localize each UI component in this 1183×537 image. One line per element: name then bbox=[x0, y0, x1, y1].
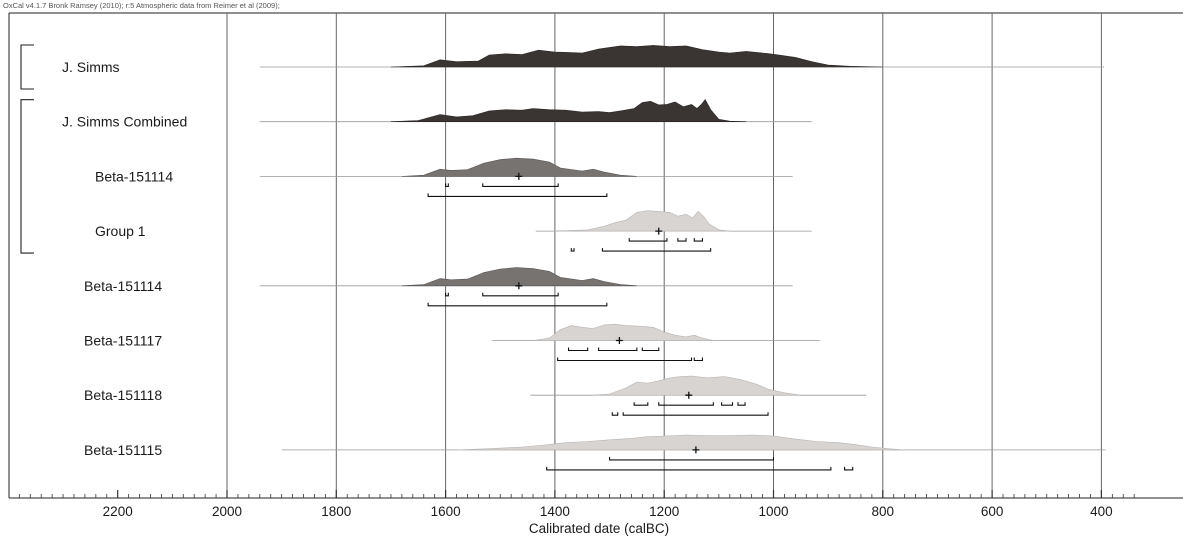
range-95 bbox=[601, 248, 712, 252]
x-axis: 2200 2000 1800 1600 1400 1200 1000 800 600 400 bbox=[9, 490, 1183, 519]
range-95 bbox=[427, 193, 608, 197]
range-95 bbox=[843, 466, 854, 471]
credit-text: OxCal v4.1.7 Bronk Ramsey (2010); r:5 At… bbox=[3, 1, 280, 10]
row-label: J. Simms bbox=[62, 59, 120, 75]
distribution-shape bbox=[401, 267, 637, 287]
range-68 bbox=[721, 402, 734, 406]
range-68 bbox=[641, 347, 660, 352]
x-axis-title: Calibrated date (calBC) bbox=[529, 521, 669, 536]
row-6: Beta-151118 bbox=[84, 375, 867, 416]
range-95 bbox=[570, 248, 575, 252]
mean-marker bbox=[615, 337, 623, 344]
row-label: Beta-151115 bbox=[84, 442, 162, 458]
range-68 bbox=[445, 183, 449, 187]
range-68 bbox=[609, 456, 775, 461]
row-label: J. Simms Combined bbox=[62, 114, 187, 130]
distribution-shape bbox=[593, 375, 801, 396]
range-68 bbox=[737, 402, 746, 406]
tick-label: 400 bbox=[1090, 504, 1113, 519]
mean-marker bbox=[515, 172, 523, 180]
tick-label: 600 bbox=[981, 504, 1004, 519]
group-bracket-0 bbox=[20, 44, 34, 90]
mean-marker bbox=[692, 446, 700, 454]
row-1: J. Simms Combined bbox=[62, 99, 812, 130]
distribution-shape bbox=[390, 45, 883, 68]
distribution-shape bbox=[532, 323, 714, 341]
row-label: Group 1 bbox=[95, 223, 146, 239]
range-68 bbox=[677, 238, 687, 242]
plot-area: J. Simms J. Simms Combined Beta-151114 Grou… bbox=[20, 44, 1106, 471]
row-2: Beta-151114 bbox=[95, 157, 793, 197]
tick-label: 1200 bbox=[649, 504, 679, 519]
range-68 bbox=[658, 402, 714, 406]
range-68 bbox=[482, 292, 559, 297]
range-68 bbox=[633, 402, 649, 406]
row-label: Beta-151114 bbox=[84, 278, 162, 294]
distribution-shape bbox=[554, 210, 730, 232]
group-bracket-1 bbox=[20, 99, 34, 254]
tick-label: 1000 bbox=[758, 504, 788, 519]
mean-marker bbox=[655, 227, 663, 235]
row-4: Beta-151114 bbox=[84, 267, 793, 307]
grid-lines bbox=[8, 12, 1183, 498]
range-95 bbox=[622, 412, 769, 416]
tick-label: 2200 bbox=[103, 504, 133, 519]
tick-label: 1400 bbox=[540, 504, 570, 519]
row-7: Beta-151115 bbox=[84, 434, 1106, 471]
row-5: Beta-151117 bbox=[84, 323, 820, 362]
tick-label: 1800 bbox=[321, 504, 351, 519]
distribution-shape bbox=[401, 157, 637, 177]
row-0: J. Simms bbox=[62, 45, 1105, 75]
range-68 bbox=[482, 183, 559, 187]
row-label: Beta-151114 bbox=[95, 168, 173, 184]
range-68 bbox=[628, 238, 668, 242]
range-68 bbox=[598, 347, 638, 352]
distribution-shape bbox=[456, 434, 905, 451]
range-68 bbox=[693, 238, 704, 242]
row-label: Beta-151118 bbox=[84, 387, 162, 403]
tick-label: 1600 bbox=[431, 504, 461, 519]
tick-label: 800 bbox=[872, 504, 895, 519]
mean-marker bbox=[515, 282, 523, 290]
range-68 bbox=[568, 347, 589, 352]
range-95 bbox=[546, 466, 832, 471]
range-95 bbox=[611, 412, 619, 416]
range-68 bbox=[445, 292, 449, 297]
row-label: Beta-151117 bbox=[84, 333, 162, 349]
range-95 bbox=[427, 302, 608, 307]
row-3: Group 1 bbox=[95, 210, 812, 252]
range-95 bbox=[693, 357, 704, 362]
mean-marker bbox=[685, 391, 693, 399]
range-95 bbox=[557, 357, 693, 362]
distribution-shape bbox=[390, 99, 747, 122]
tick-label: 2000 bbox=[212, 504, 242, 519]
